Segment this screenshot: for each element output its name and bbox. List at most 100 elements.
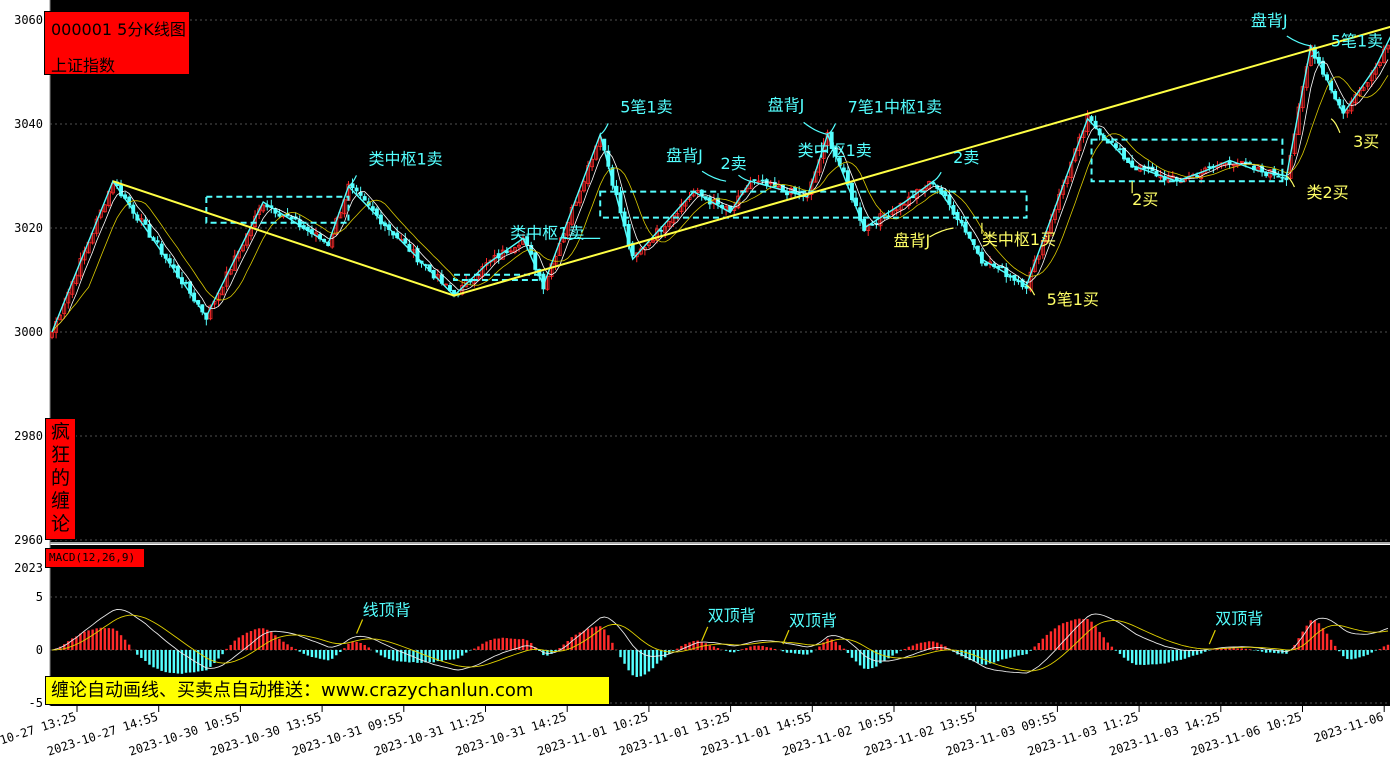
candle-body [902,203,907,206]
candle-body [289,216,294,220]
candle-body [240,244,245,252]
annotation-arrow [1026,284,1036,296]
candle-body [1276,175,1281,178]
candle-body [155,240,160,243]
candle-body [1024,285,1029,289]
candle-body [261,204,266,212]
candle-body [768,182,773,185]
annotation-label: 类2买 [1306,183,1348,202]
macd-annotation-arrow [782,629,790,645]
price-tick-label: 3000 [14,325,43,339]
annotation-arrow [1286,35,1311,47]
candle-body [1239,160,1244,163]
annotation-label: 类中枢1卖 [510,223,584,242]
candle-body [508,250,513,253]
candle-body [354,187,359,192]
candle-body [582,181,586,192]
candle-body [561,233,566,243]
candle-body [1280,176,1285,179]
candle-body [890,210,895,215]
macd-annotation-label: 双顶背 [1215,609,1263,628]
candle-body [102,204,107,213]
candle-body [370,206,375,211]
annotation-arrow [599,123,609,135]
candle-body [184,281,188,284]
ma5-line [51,59,1389,333]
center-zone-box [453,273,545,281]
macd-tick-label: 0 [36,643,43,657]
candle-body [480,266,485,277]
macd-annotation-arrow [356,619,364,634]
candle-body [1053,209,1057,220]
candle-body [764,179,769,186]
x-tick-label: 2023-11-06 [1312,710,1385,746]
candle-body [1361,87,1366,91]
candle-body [220,286,225,296]
annotation-label: 盘背J [666,146,703,165]
annotation-label: 盘背J [1251,11,1288,30]
candle-body [403,238,408,244]
annotation-label: 3买 [1353,132,1379,151]
candle-body [634,252,639,258]
annotation-arrow [348,175,358,187]
macd-annotation-label: 线顶背 [363,601,411,620]
candle-body [785,191,789,196]
promo-banner: 缠论自动画线、买卖点自动推送：www.crazychanlun.com [45,676,610,705]
macd-dea-line [51,614,1389,672]
macd-axis-stub-label: 2023 [14,561,43,575]
candle-body [667,220,672,227]
candle-body [870,223,875,226]
vertical-brand-label: 疯狂的缠论 [51,421,71,535]
candle-body [1089,116,1094,121]
price-tick-label: 2960 [14,533,43,547]
annotation-label: 类中枢1买 [982,230,1056,249]
candle-body [366,201,371,206]
price-tick-label: 2980 [14,429,43,443]
macd-annotation-label: 双顶背 [789,611,837,630]
candle-body [1377,62,1382,67]
annotation-label: 2卖 [953,148,979,167]
candle-body [898,202,903,211]
annotation-arrow [1330,118,1341,134]
annotation-label: 类中枢1卖 [798,141,872,160]
price-tick-label: 3060 [14,13,43,27]
annotation-arrow [1286,175,1295,188]
candle-body [646,241,651,247]
candle-body [841,167,846,173]
annotation-arrow [815,149,828,154]
candle-body [74,274,79,284]
candle-body [1199,172,1204,180]
macd-annotation-label: 双顶背 [708,606,756,625]
candle-body [1195,175,1200,178]
macd-histogram-group [54,618,1390,677]
candle-body [984,262,988,266]
vertical-brand-box: 疯狂的缠论 [45,418,76,540]
macd-annotation-arrow [1208,629,1216,645]
annotation-label: 盘背J [768,95,805,114]
annotation-arrow [827,123,837,135]
annotation-label: 盘背J [893,231,930,250]
candle-body [760,179,765,182]
candle-body [1345,109,1350,114]
annotation-arrow [738,174,751,182]
candle-body [143,219,148,225]
candle-body [663,226,668,234]
annotation-arrow [803,121,828,135]
candle-body [358,191,363,196]
annotation-label: 5笔1卖 [620,97,672,116]
candle-body [1231,164,1236,167]
price-panel-bg [50,0,1390,542]
price-tick-label: 3040 [14,117,43,131]
candle-body [517,244,521,248]
macd-tick-label: 5 [36,590,43,604]
candle-body [1207,166,1212,169]
annotation-label: 类中枢1卖 [368,149,442,168]
annotation-label: 7笔1中枢1卖 [848,97,943,116]
candle-body [1227,161,1232,165]
candle-body [659,229,664,232]
annotation-arrow [932,171,942,182]
annotation-label: 2买 [1132,190,1158,209]
segment-line [112,25,1390,297]
candle-body [906,196,911,206]
